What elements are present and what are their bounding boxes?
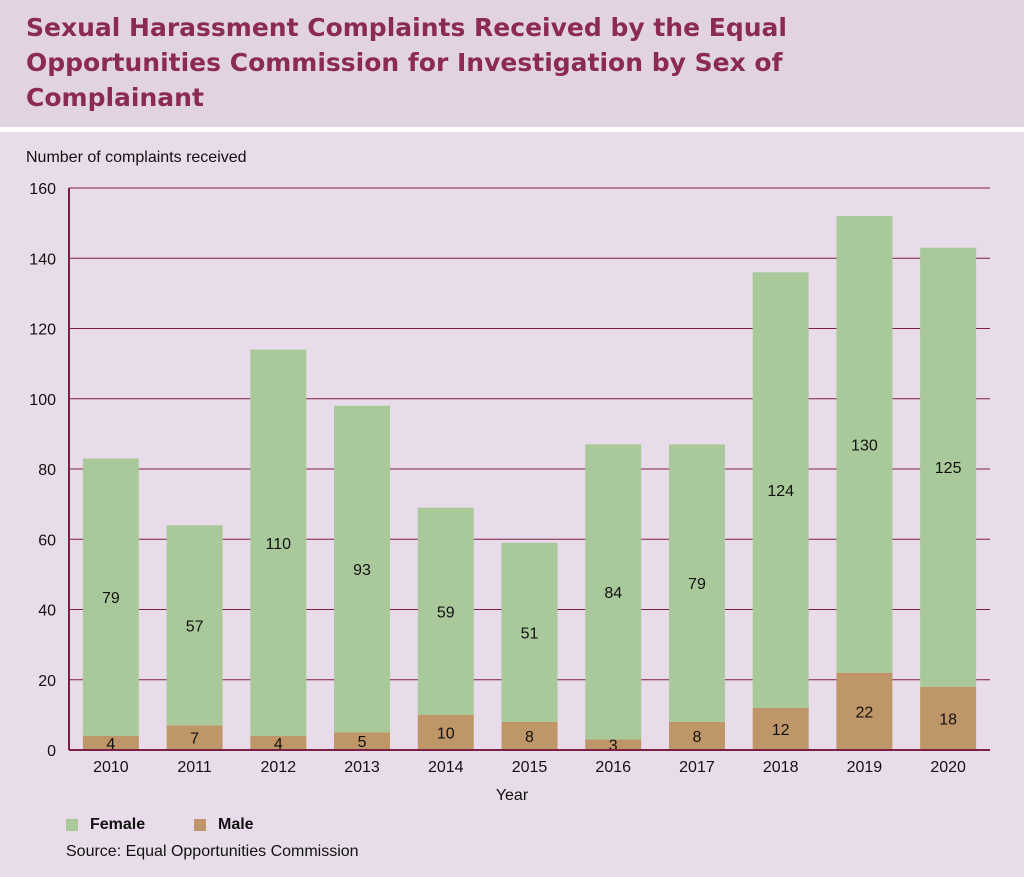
bar-female [836, 216, 893, 673]
bar-female [668, 444, 725, 722]
data-label-female: 79 [688, 576, 706, 593]
bar-male [752, 707, 809, 750]
data-label-female: 51 [521, 625, 539, 642]
data-label-male: 3 [609, 738, 618, 755]
source-note: Source: Equal Opportunities Commission [66, 843, 359, 860]
data-label-female: 124 [767, 483, 794, 500]
legend: Female Male [0, 815, 1024, 837]
bar-male [920, 686, 977, 750]
legend-item-female: Female [66, 815, 145, 835]
bar-female [920, 247, 977, 687]
data-label-male: 22 [856, 704, 874, 721]
x-tick-label: 2018 [763, 759, 799, 776]
x-tick-label: 2020 [930, 759, 966, 776]
bar-male [166, 725, 223, 750]
y-tick-label: 20 [38, 673, 56, 690]
x-tick-label: 2017 [679, 759, 715, 776]
y-tick-label: 60 [38, 532, 56, 549]
y-tick-label: 40 [38, 603, 56, 620]
bar-male [585, 739, 642, 750]
bar-male [668, 721, 725, 750]
data-label-female: 110 [266, 536, 292, 553]
legend-swatch-male [194, 819, 206, 831]
bar-female [417, 507, 474, 715]
bar-female [752, 272, 809, 708]
title-divider [0, 127, 1024, 132]
x-tick-label: 2016 [595, 759, 631, 776]
data-label-female: 59 [437, 604, 455, 621]
x-tick-label: 2011 [177, 759, 212, 776]
legend-swatch-female [66, 819, 78, 831]
y-tick-label: 100 [29, 392, 56, 409]
chart-title: Sexual Harassment Complaints Received by… [26, 13, 787, 112]
bar-male [417, 714, 474, 750]
data-label-male: 12 [772, 722, 790, 739]
legend-item-male: Male [194, 815, 254, 835]
data-label-male: 4 [274, 736, 283, 753]
y-tick-label: 0 [47, 743, 56, 760]
data-label-male: 10 [437, 725, 455, 742]
x-axis-title: Year [496, 787, 529, 804]
data-label-male: 8 [693, 729, 702, 746]
x-tick-label: 2013 [344, 759, 380, 776]
y-tick-label: 160 [29, 181, 56, 198]
data-label-female: 93 [353, 562, 371, 579]
bar-male [836, 672, 893, 750]
bar-male [501, 721, 558, 750]
data-label-male: 18 [939, 711, 957, 728]
y-axis-label: Number of complaints received [26, 149, 247, 166]
bar-female [501, 542, 558, 722]
data-label-male: 8 [525, 729, 534, 746]
title-band: Sexual Harassment Complaints Received by… [0, 0, 1024, 127]
data-label-male: 4 [106, 736, 115, 753]
x-tick-label: 2015 [512, 759, 548, 776]
bar-male [82, 735, 139, 750]
legend-label-female: Female [90, 816, 146, 833]
data-label-male: 7 [190, 731, 199, 748]
legend-label-male: Male [218, 816, 254, 833]
data-label-female: 84 [604, 585, 622, 602]
x-tick-label: 2010 [93, 759, 129, 776]
bar-female [334, 405, 391, 733]
y-tick-label: 80 [38, 462, 56, 479]
bar-female [166, 525, 223, 726]
x-tick-label: 2019 [847, 759, 883, 776]
x-tick-label: 2012 [261, 759, 297, 776]
bar-female [250, 349, 307, 736]
data-label-female: 130 [851, 437, 878, 454]
x-tick-label: 2014 [428, 759, 464, 776]
y-tick-label: 120 [29, 322, 56, 339]
data-label-female: 79 [102, 590, 120, 607]
data-label-female: 125 [935, 460, 962, 477]
bar-female [82, 458, 139, 736]
bar-male [334, 732, 391, 750]
bar-female [585, 444, 642, 740]
data-label-female: 57 [186, 618, 204, 635]
data-label-male: 5 [358, 734, 367, 751]
bar-male [250, 735, 307, 750]
y-tick-label: 140 [29, 251, 56, 268]
